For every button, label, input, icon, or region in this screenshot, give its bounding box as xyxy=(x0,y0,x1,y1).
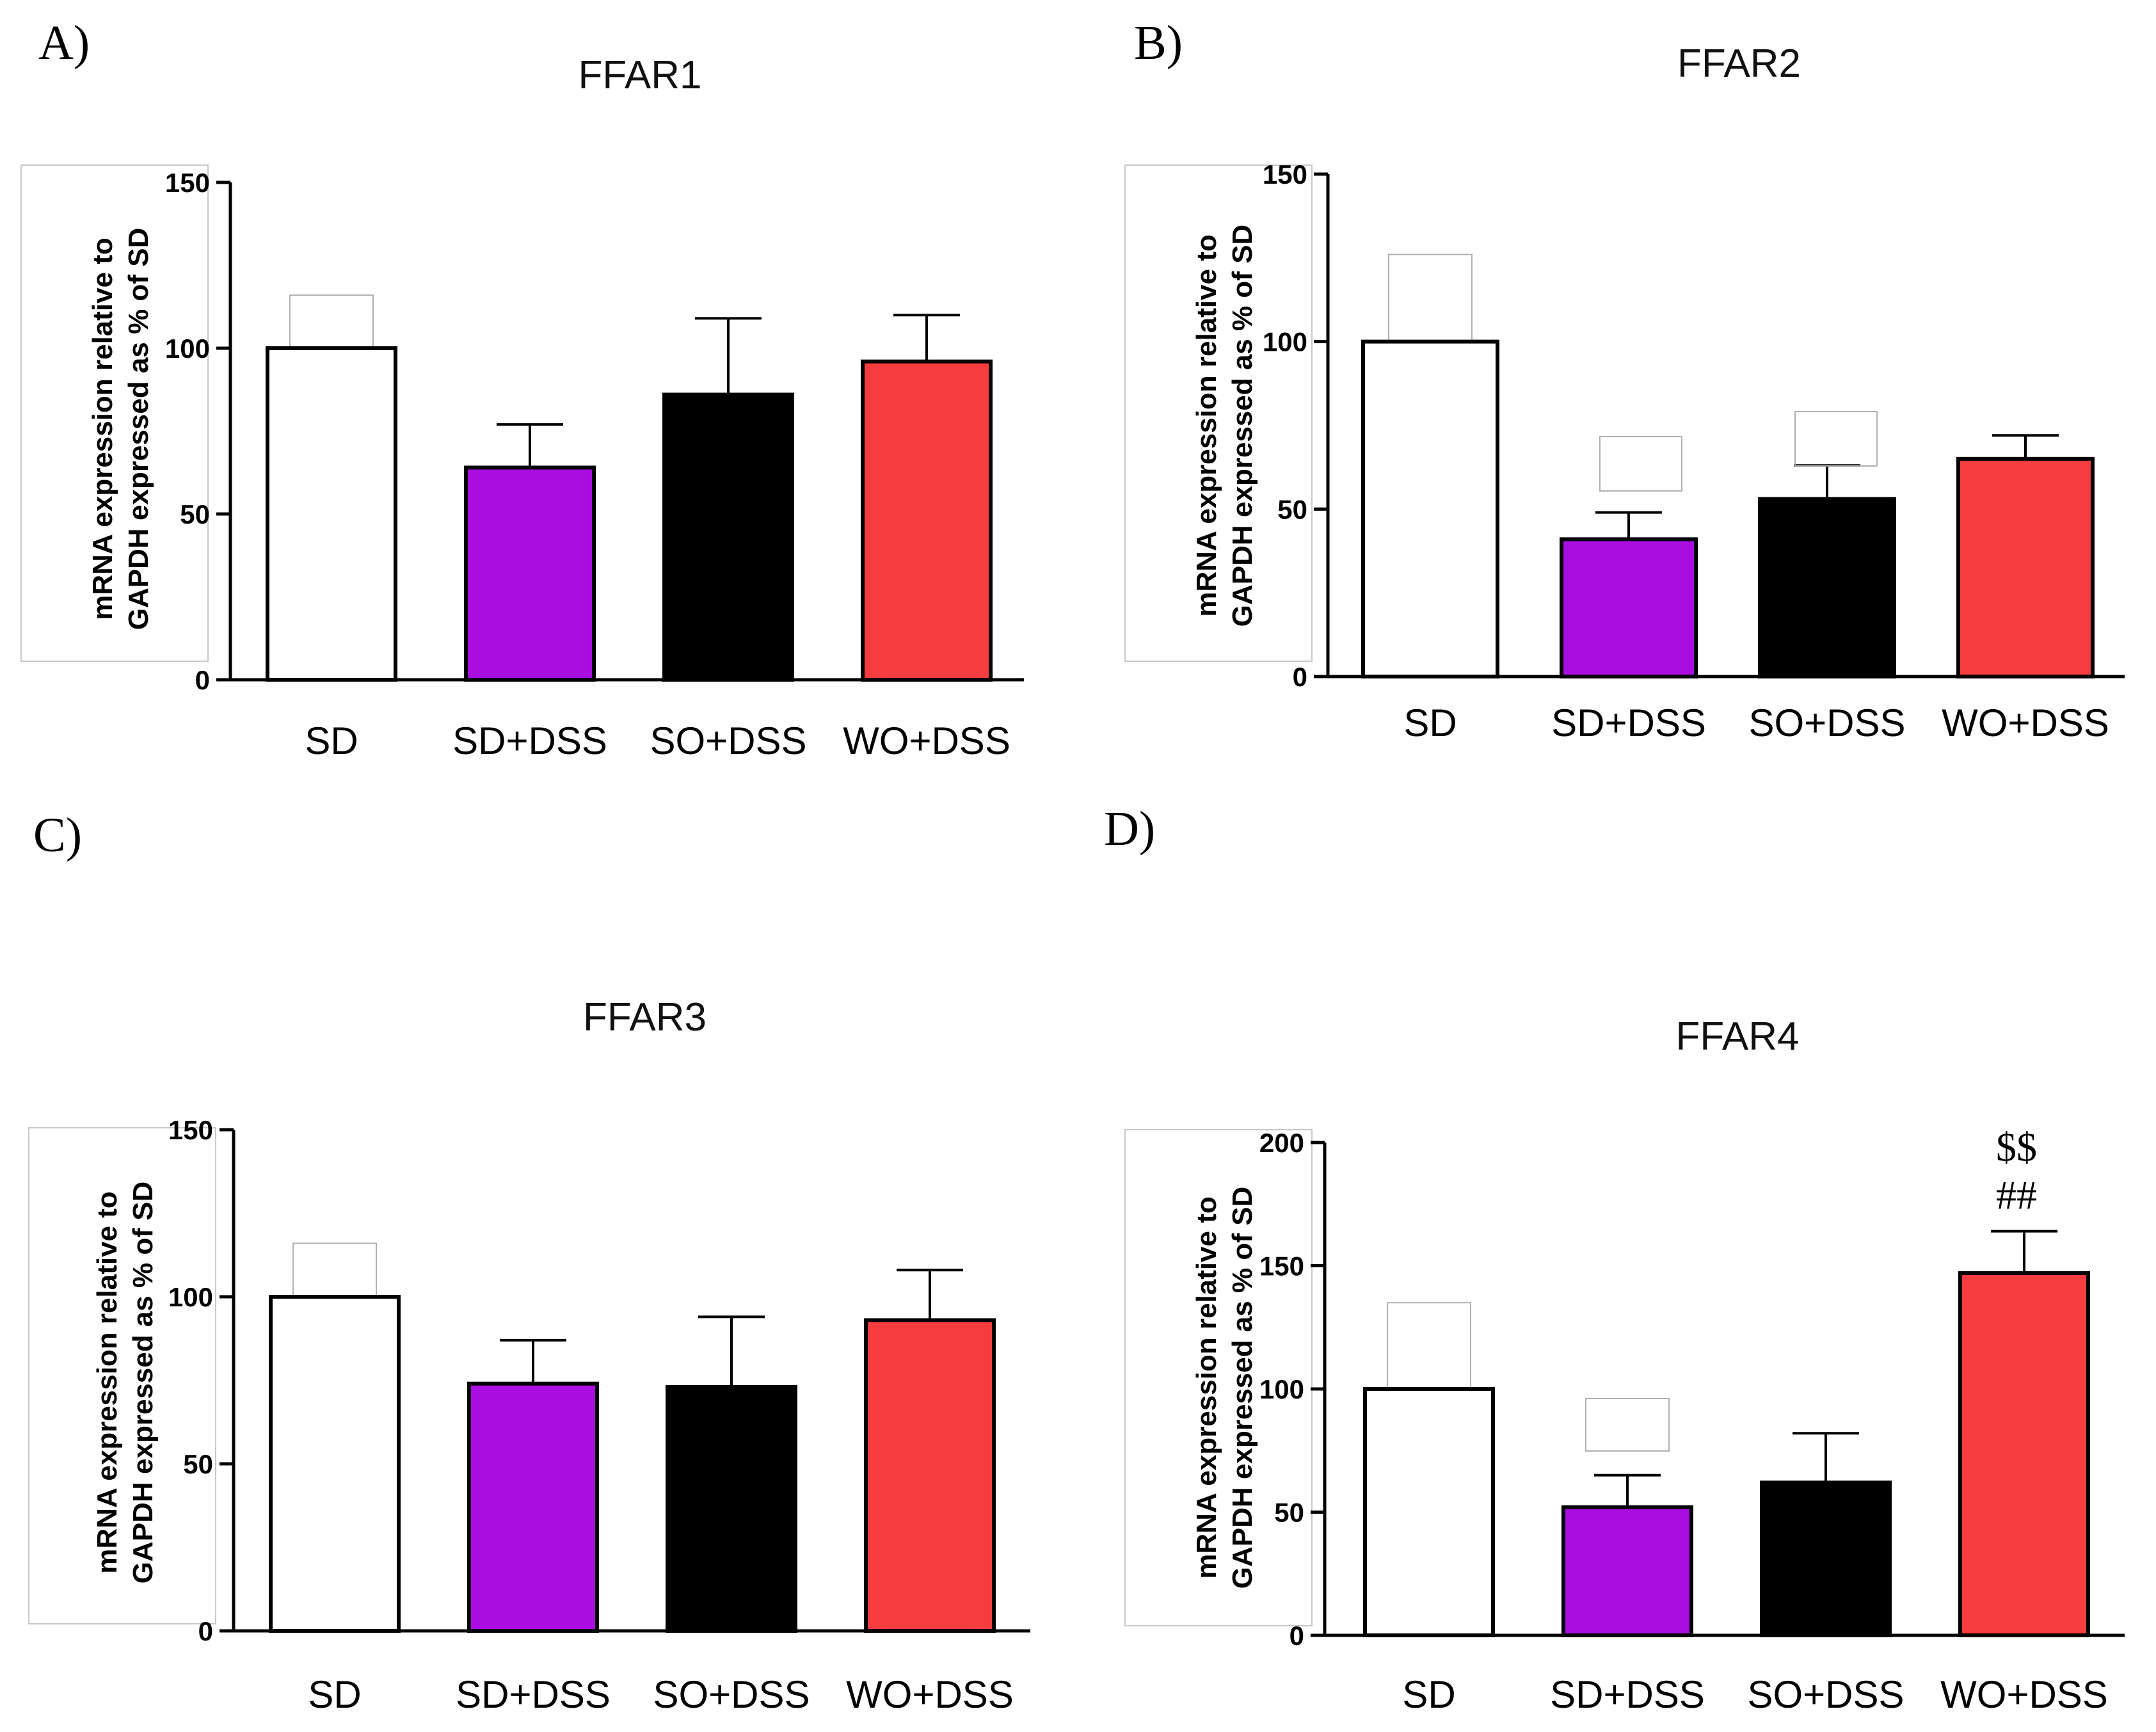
panel-letter-b: B) xyxy=(1134,16,1183,70)
y-axis-label-line: GAPDH expressed as % of SD xyxy=(1227,225,1258,627)
bar-wo-dss xyxy=(864,1318,996,1633)
category-label-sd: SD xyxy=(308,1673,361,1716)
y-tick-label: 150 xyxy=(1259,1251,1304,1281)
placeholder-box xyxy=(1585,1398,1670,1452)
y-tick-label: 0 xyxy=(1293,662,1307,692)
bar-sd-dss xyxy=(467,1381,599,1633)
category-label-sd-dss: SD+DSS xyxy=(452,719,607,762)
bar-so-dss xyxy=(1760,1480,1892,1638)
y-tick-label: 50 xyxy=(183,1449,213,1479)
y-tick-label: 100 xyxy=(1263,327,1307,357)
y-axis-label-d: mRNA expression relative to GAPDH express… xyxy=(1191,1187,1258,1589)
y-tick-label: 50 xyxy=(180,499,210,529)
placeholder-box xyxy=(1599,436,1682,492)
category-label-sd-dss: SD+DSS xyxy=(1551,702,1706,744)
bar-wo-dss xyxy=(861,359,993,682)
y-tick-label: 150 xyxy=(165,168,210,198)
y-axis-label-line: GAPDH expressed as % of SD xyxy=(123,228,154,630)
y-axis-label-line: GAPDH expressed as % of SD xyxy=(127,1182,159,1584)
panel-a: A) FFAR1 mRNA expression relative to GAPDH … xyxy=(20,16,1024,762)
ylabel-frame-a xyxy=(20,164,209,662)
error-bar-sd xyxy=(1388,253,1473,342)
bar-sd xyxy=(1363,1387,1495,1637)
bar-so-dss xyxy=(1758,497,1896,679)
y-tick-label: 0 xyxy=(195,665,210,695)
bar-so-dss xyxy=(662,392,794,682)
error-bar-sd xyxy=(1387,1302,1471,1390)
chart-title-c: FFAR3 xyxy=(583,995,707,1039)
significance-annotation: ## xyxy=(1996,1173,2037,1218)
panel-d: D) FFAR4 mRNA expression relative to GAPDH … xyxy=(1104,802,2125,1716)
bar-wo-dss xyxy=(1958,1271,2090,1638)
error-bar-sd xyxy=(292,1242,377,1297)
bar-sd xyxy=(269,1295,401,1633)
y-axis-label-b: mRNA expression relative to GAPDH express… xyxy=(1191,225,1258,627)
y-tick-label: 150 xyxy=(1263,159,1307,189)
y-axis-label-line: GAPDH expressed as % of SD xyxy=(1227,1187,1258,1589)
category-label-wo-dss: WO+DSS xyxy=(1940,1673,2108,1716)
ylabel-frame-c xyxy=(28,1127,216,1624)
y-axis-label-line: mRNA expression relative to xyxy=(92,1191,123,1573)
error-bar-sd xyxy=(289,294,374,349)
y-axis-label-c: mRNA expression relative to GAPDH express… xyxy=(92,1182,159,1584)
bar-so-dss xyxy=(666,1384,797,1633)
bar-sd xyxy=(1361,339,1499,678)
category-label-sd: SD xyxy=(1403,702,1457,744)
category-label-so-dss: SO+DSS xyxy=(1747,1673,1904,1716)
panel-c: C) FFAR3 mRNA expression relative to GAPDH … xyxy=(28,808,1030,1716)
chart-title-d: FFAR4 xyxy=(1676,1014,1800,1059)
y-tick-label: 200 xyxy=(1259,1128,1304,1158)
y-axis-label-line: mRNA expression relative to xyxy=(1191,234,1222,616)
y-tick-label: 100 xyxy=(1259,1374,1304,1404)
bar-wo-dss xyxy=(1956,456,2095,678)
y-tick-label: 0 xyxy=(1290,1621,1304,1651)
bar-sd-dss xyxy=(1560,537,1698,679)
category-label-so-dss: SO+DSS xyxy=(1748,702,1905,744)
panel-b: B) FFAR2 mRNA expression relative to GAPDH … xyxy=(1124,16,2125,744)
y-axis-label-line: mRNA expression relative to xyxy=(87,237,118,620)
panel-letter-a: A) xyxy=(38,16,90,70)
category-label-wo-dss: WO+DSS xyxy=(843,719,1010,762)
y-axis-label-a: mRNA expression relative to GAPDH express… xyxy=(87,228,154,630)
y-axis-label-line: mRNA expression relative to xyxy=(1191,1196,1222,1578)
bar-sd-dss xyxy=(1561,1505,1693,1638)
y-tick-label: 0 xyxy=(198,1616,213,1646)
ylabel-frame-b xyxy=(1124,164,1313,662)
category-label-sd-dss: SD+DSS xyxy=(456,1673,611,1716)
chart-title-b: FFAR2 xyxy=(1677,42,1801,86)
category-label-wo-dss: WO+DSS xyxy=(846,1673,1014,1716)
category-label-so-dss: SO+DSS xyxy=(650,719,806,762)
placeholder-box xyxy=(1794,411,1878,467)
significance-annotation: $$ xyxy=(1996,1125,2037,1170)
category-label-wo-dss: WO+DSS xyxy=(1942,702,2109,744)
category-label-sd-dss: SD+DSS xyxy=(1550,1673,1705,1716)
y-tick-label: 50 xyxy=(1277,494,1307,524)
ylabel-frame-d xyxy=(1124,1129,1313,1626)
y-tick-label: 150 xyxy=(168,1115,213,1145)
panel-letter-c: C) xyxy=(33,808,82,862)
category-label-so-dss: SO+DSS xyxy=(653,1673,810,1716)
category-label-sd: SD xyxy=(305,719,358,762)
chart-title-a: FFAR1 xyxy=(579,53,702,97)
y-tick-label: 50 xyxy=(1274,1498,1304,1528)
panel-letter-d: D) xyxy=(1104,802,1155,856)
y-tick-label: 100 xyxy=(168,1282,213,1312)
bar-sd-dss xyxy=(464,465,596,682)
bar-sd xyxy=(266,346,397,682)
y-tick-label: 100 xyxy=(165,333,210,364)
category-label-sd: SD xyxy=(1402,1673,1455,1716)
